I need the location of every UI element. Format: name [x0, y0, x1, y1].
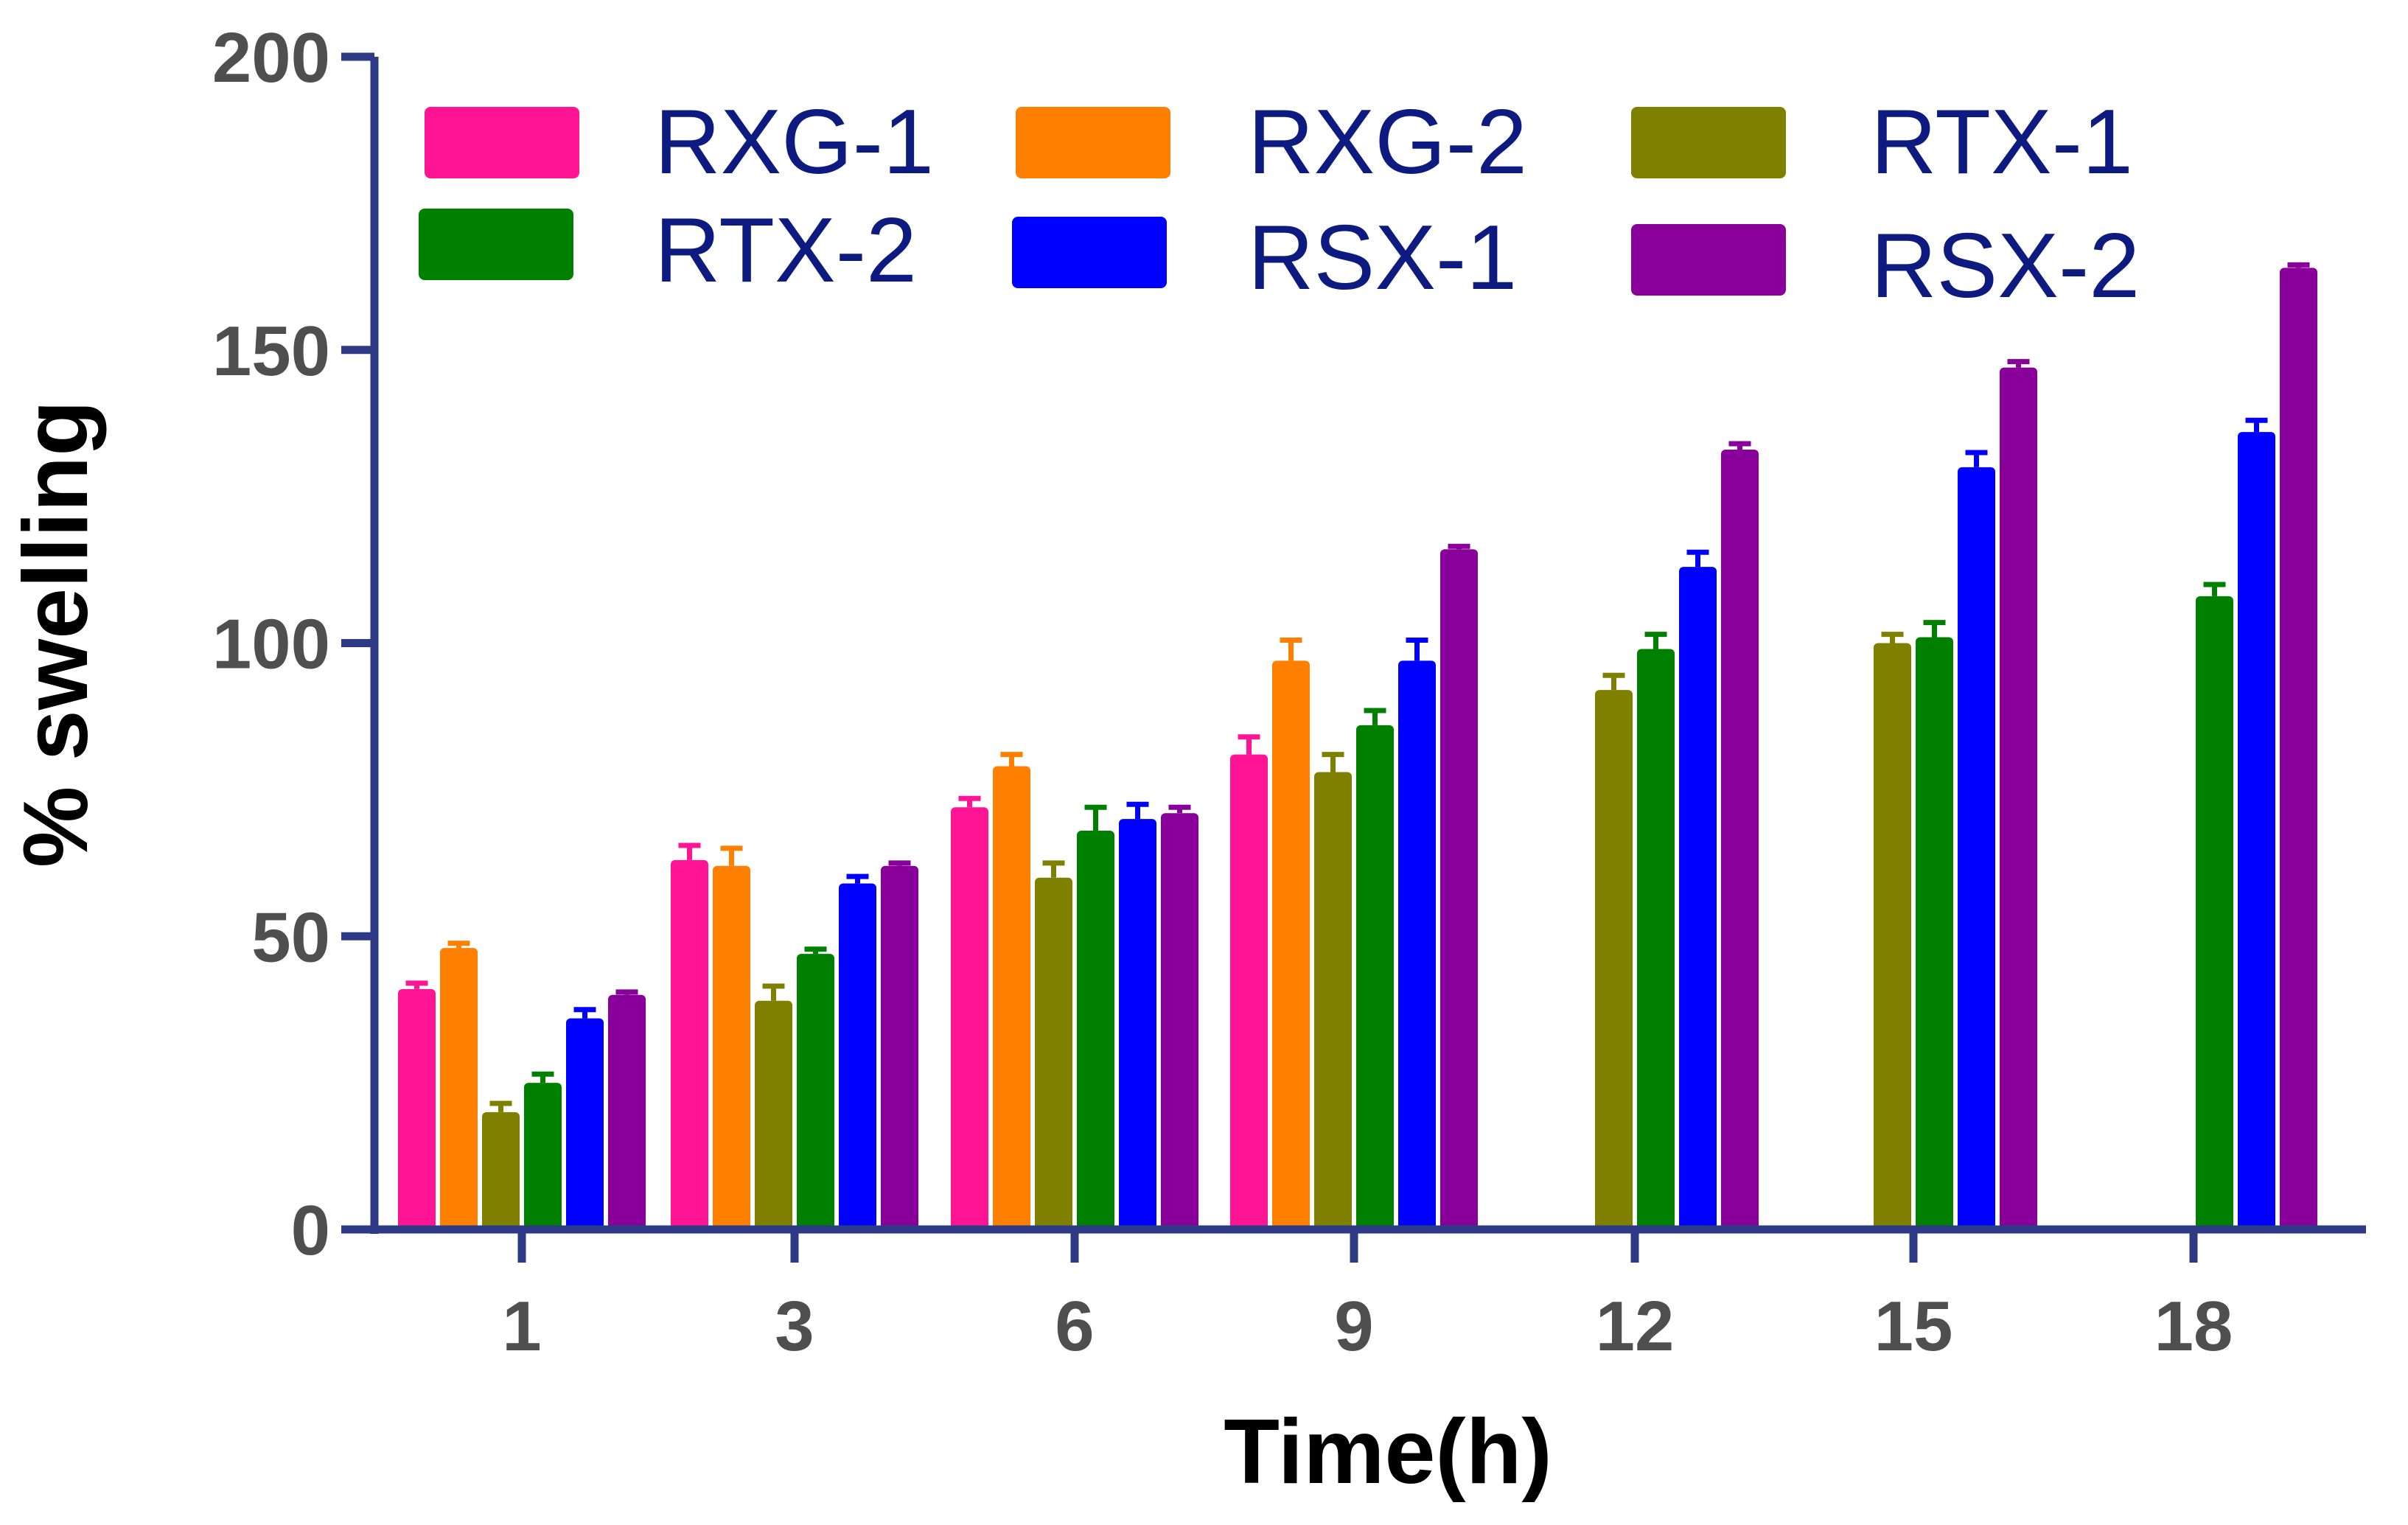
bar-rsx-1-t6 — [1119, 819, 1156, 1229]
bar-rxg-1-t1 — [398, 988, 436, 1229]
bar-rtx-2-t9 — [1356, 725, 1394, 1229]
bar-rxg-2-t1 — [440, 948, 478, 1229]
bars-layer — [398, 262, 2317, 1229]
y-axis-title: % swelling — [5, 400, 107, 868]
x-axis-title: Time(h) — [1224, 1401, 1552, 1503]
bar-rtx-1-t6 — [1035, 877, 1072, 1229]
x-tick-label: 12 — [1596, 1287, 1675, 1366]
bar-rsx-2-t1 — [608, 994, 646, 1229]
bar-rtx-1-t3 — [755, 1000, 792, 1229]
bar-rsx-2-t12 — [1721, 449, 1759, 1229]
bar-rtx-2-t18 — [2196, 596, 2233, 1229]
x-tick-label: 15 — [1874, 1287, 1953, 1366]
y-tick-label: 50 — [251, 898, 330, 977]
legend-swatch-rxg-2 — [1016, 107, 1170, 178]
bar-rtx-2-t6 — [1077, 831, 1114, 1229]
bar-rsx-2-t15 — [2000, 367, 2037, 1229]
bar-rxg-1-t6 — [951, 807, 988, 1229]
legend-swatch-rsx-2 — [1631, 224, 1786, 296]
legend-label-rxg-1: RXG-1 — [655, 91, 934, 193]
bar-rtx-1-t12 — [1595, 690, 1633, 1229]
y-tick-label: 200 — [212, 18, 330, 97]
bar-rsx-1-t9 — [1398, 660, 1436, 1229]
bar-rsx-1-t12 — [1679, 567, 1717, 1229]
y-tick-label: 0 — [291, 1191, 330, 1270]
bar-rsx-2-t18 — [2280, 268, 2317, 1229]
bar-rtx-1-t9 — [1314, 772, 1352, 1229]
legend-label-rsx-2: RSX-2 — [1871, 215, 2140, 317]
y-tick-label: 100 — [212, 605, 330, 684]
bar-rsx-1-t1 — [566, 1018, 604, 1229]
bar-rtx-1-t1 — [482, 1112, 520, 1229]
bar-rxg-1-t3 — [671, 859, 708, 1229]
bar-rsx-2-t9 — [1440, 549, 1478, 1229]
bar-rtx-1-t15 — [1874, 643, 1911, 1229]
legend-label-rtx-2: RTX-2 — [655, 200, 917, 301]
bar-rtx-2-t3 — [797, 954, 834, 1229]
x-tick-label: 3 — [775, 1287, 814, 1366]
bar-rtx-2-t15 — [1916, 637, 1953, 1229]
bar-rsx-2-t6 — [1161, 813, 1198, 1229]
x-tick-label: 1 — [502, 1287, 541, 1366]
y-ticks: 0 50 100 150 200 — [212, 18, 374, 1270]
bar-rxg-2-t9 — [1272, 660, 1310, 1229]
legend: RXG-1 RXG-2 RTX-1 RTX-2 RSX-1 RSX-2 — [419, 91, 2140, 317]
legend-label-rtx-1: RTX-1 — [1871, 91, 2133, 193]
legend-swatch-rxg-1 — [425, 107, 579, 178]
legend-swatch-rtx-2 — [419, 209, 573, 280]
bar-rtx-2-t1 — [524, 1083, 562, 1229]
legend-swatch-rtx-1 — [1631, 107, 1786, 178]
legend-label-rxg-2: RXG-2 — [1248, 91, 1527, 193]
legend-swatch-rsx-1 — [1012, 217, 1167, 288]
y-tick-label: 150 — [212, 312, 330, 391]
bar-rxg-1-t9 — [1230, 754, 1268, 1229]
bar-rxg-2-t3 — [713, 865, 750, 1229]
bar-rtx-2-t12 — [1637, 649, 1675, 1229]
bar-rxg-2-t6 — [993, 766, 1030, 1229]
legend-label-rsx-1: RSX-1 — [1248, 207, 1517, 309]
bar-rsx-1-t3 — [839, 883, 876, 1229]
x-ticks: 1 3 6 9 12 15 18 — [502, 1229, 2233, 1366]
bar-rsx-1-t18 — [2238, 432, 2275, 1229]
x-tick-label: 9 — [1334, 1287, 1373, 1366]
x-tick-label: 18 — [2154, 1287, 2233, 1366]
bar-rsx-2-t3 — [881, 865, 918, 1229]
x-tick-label: 6 — [1055, 1287, 1094, 1366]
bar-rsx-1-t15 — [1958, 467, 1995, 1229]
